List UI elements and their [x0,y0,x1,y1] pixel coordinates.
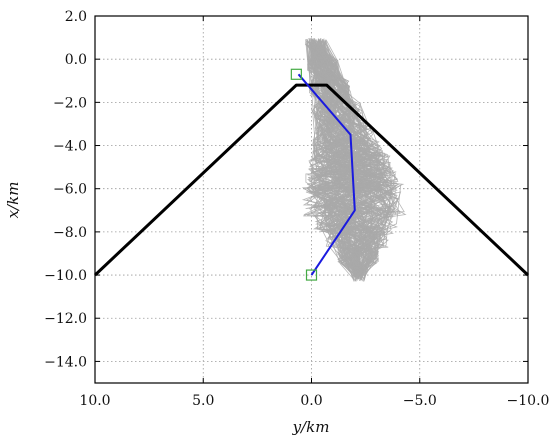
y-tick-label: −12.0 [44,311,87,327]
sampled-trajectory [310,37,392,280]
boundary-line [93,83,530,277]
sampled-trajectory [314,40,405,282]
x-tick-labels: 10.0 5.0 0.0 −5.0 −10.0 [79,393,549,409]
y-tick-label: 0.0 [65,52,87,68]
x-tick-label: −10.0 [507,393,550,409]
sampled-trajectory [306,45,388,281]
sampled-trajectory [314,40,397,281]
y-axis-label: x/km [4,182,22,219]
estimated-path-line [297,73,356,276]
sampled-trajectory [308,41,398,277]
ticks [94,15,529,383]
x-axis-label: y/km [292,418,330,436]
sampled-trajectory [308,41,375,273]
sampled-trajectory [308,43,371,277]
x-tick-label: −5.0 [403,393,437,409]
x-tick-label: 10.0 [79,393,110,409]
sampled-trajectory [308,43,389,276]
sampled-trajectory [313,40,381,275]
sampled-trajectory [301,38,385,271]
sampled-trajectory [309,43,381,272]
y-tick-label: −2.0 [53,95,87,111]
sampled-trajectory [320,42,391,280]
square-marker [305,269,318,281]
x-tick-label: 5.0 [192,393,214,409]
sampled-trajectory [313,42,380,275]
square-marker [290,68,302,80]
sampled-trajectory [308,42,392,272]
y-tick-label: −14.0 [44,354,87,370]
y-tick-label: −6.0 [53,182,87,198]
markers [290,68,318,281]
y-tick-label: −8.0 [53,225,87,241]
y-tick-labels: 2.0 0.0 −2.0 −4.0 −6.0 −8.0 −10.0 −12.0 −14.0 [44,9,87,370]
y-tick-label: 2.0 [65,9,87,25]
x-tick-label: 0.0 [300,393,322,409]
sampled-trajectory [303,44,382,275]
sampled-trajectory [314,42,384,271]
y-tick-label: −4.0 [53,139,87,155]
series [93,73,530,277]
sampled-trajectory [318,38,388,280]
sampled-trajectory [324,40,380,276]
y-tick-label: −10.0 [44,268,87,284]
sampled-trajectory [310,45,385,280]
